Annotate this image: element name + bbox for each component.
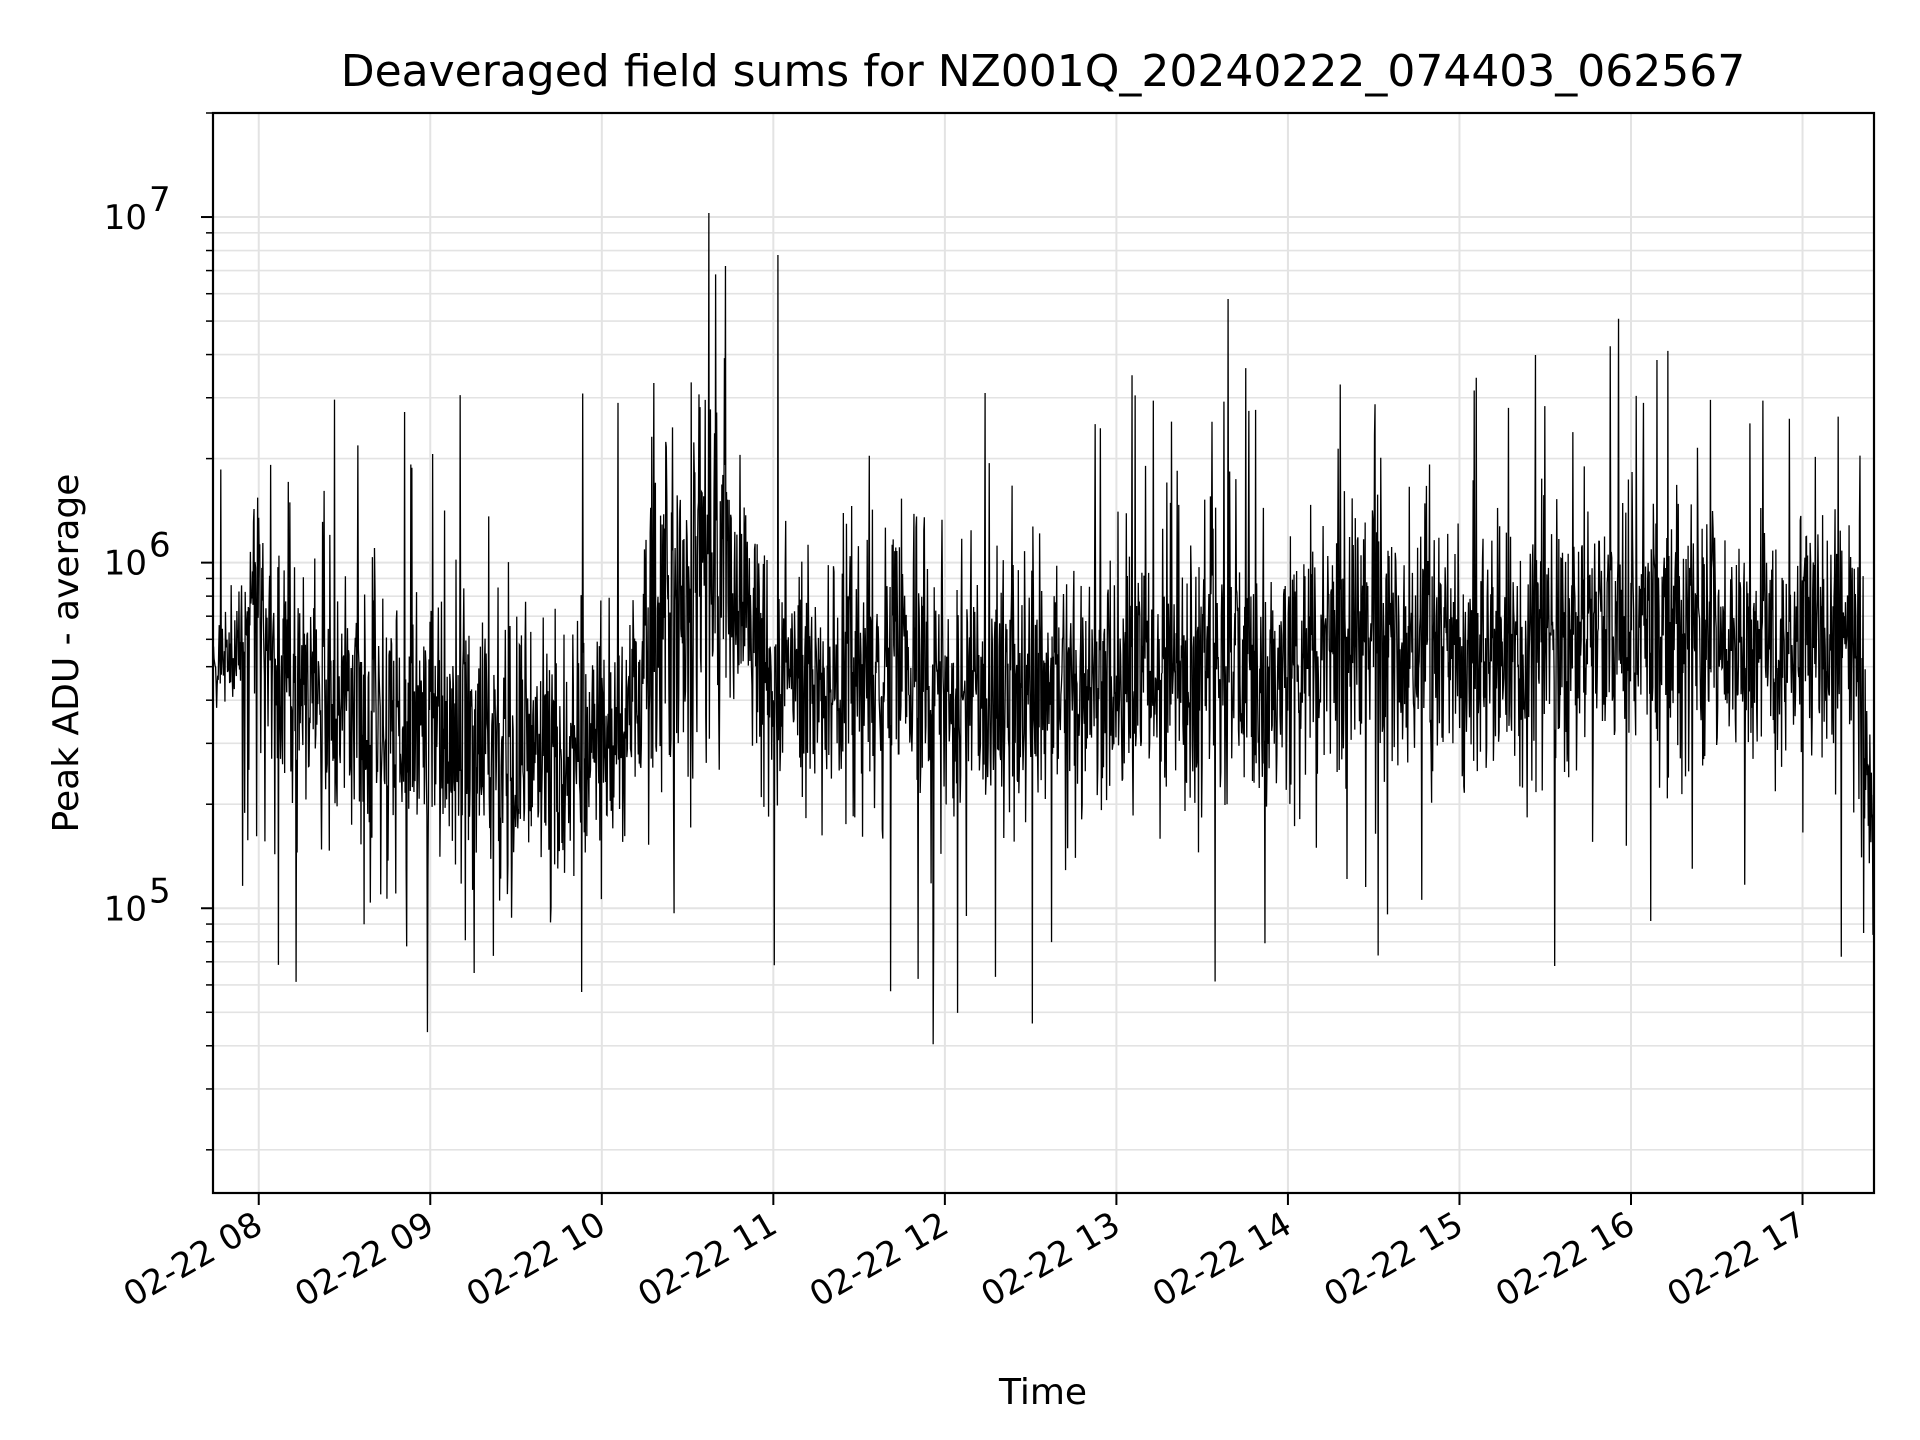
y-tick-label-exponent: 5 [149,871,171,911]
x-axis-label: Time [998,1372,1087,1413]
y-axis-label: Peak ADU - average [46,474,87,833]
plot-frame [211,111,1876,1195]
y-tick-label-exponent: 6 [149,526,171,566]
chart-title: Deaveraged field sums for NZ001Q_2024022… [341,46,1746,97]
y-tick-label: 10 [104,544,147,584]
series-line [213,212,1874,1045]
y-tick-label: 10 [104,889,147,929]
y-tick-label-exponent: 7 [149,180,171,220]
y-tick-label: 10 [104,198,147,238]
plot-area [213,212,1874,1045]
